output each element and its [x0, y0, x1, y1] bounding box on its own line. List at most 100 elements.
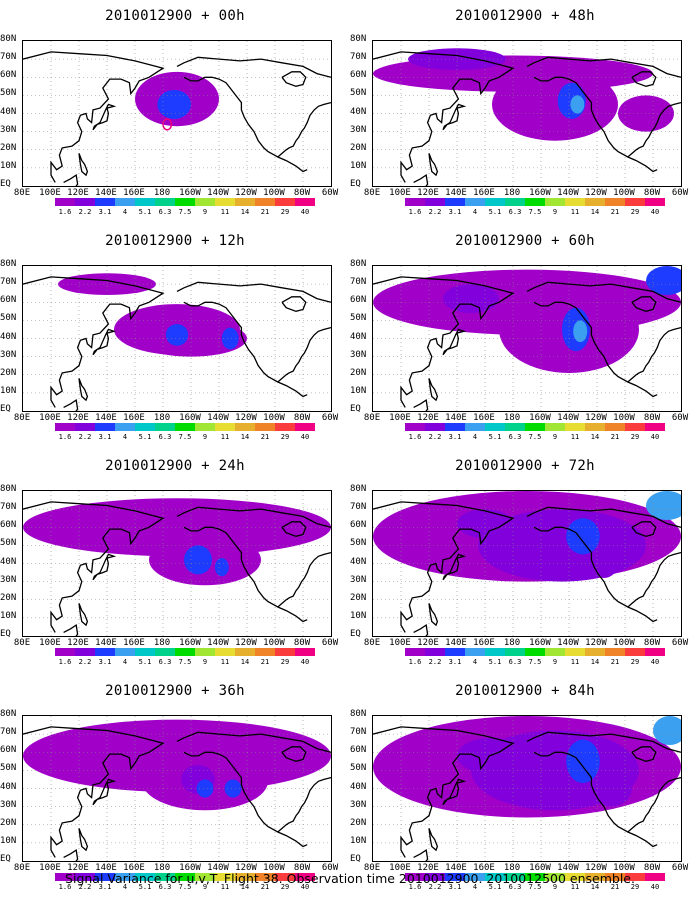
lon-label: 100E [39, 413, 61, 423]
coastline [526, 731, 681, 753]
colorbar-swatch [255, 198, 275, 206]
variance-shading [214, 558, 229, 577]
coastline [78, 153, 89, 177]
coastline [627, 156, 658, 173]
colorbar-label: 6.3 [158, 658, 172, 666]
lat-label: 40N [0, 331, 17, 342]
lon-label: 100W [263, 863, 285, 873]
lon-label: 100W [613, 863, 635, 873]
lon-label: 140W [207, 188, 229, 198]
coastline [428, 153, 439, 177]
lon-label: 120E [67, 638, 89, 648]
colorbar-swatch [485, 198, 505, 206]
lat-label: 80N [0, 709, 17, 719]
coastline [631, 746, 657, 762]
lat-label: 40N [0, 781, 17, 792]
lat-label: 80N [350, 484, 367, 494]
colorbar [405, 648, 665, 656]
colorbar-label: 3.1 [98, 433, 112, 441]
colorbar-label: 1.6 [58, 208, 72, 216]
colorbar-label: 40 [650, 658, 660, 666]
colorbar-label: 3.1 [448, 883, 462, 891]
colorbar-swatch [445, 873, 465, 881]
colorbar-swatch [645, 423, 665, 431]
colorbar-label: 11 [220, 658, 230, 666]
colorbar-swatch [155, 423, 175, 431]
lon-label: 100W [613, 638, 635, 648]
colorbar-label: 4 [122, 883, 128, 891]
colorbar-swatch [95, 198, 115, 206]
colorbar-swatch [175, 198, 195, 206]
colorbar-label: 11 [570, 433, 580, 441]
colorbar-label: 1.6 [408, 208, 422, 216]
colorbar-swatch [75, 423, 95, 431]
lon-label: 140W [207, 638, 229, 648]
colorbar-swatch [405, 198, 425, 206]
lon-label: 80W [643, 638, 661, 648]
colorbar-swatch [95, 648, 115, 656]
colorbar-swatch [405, 873, 425, 881]
lat-label: 20N [350, 367, 367, 378]
coastline [281, 521, 307, 537]
colorbar-swatch [135, 198, 155, 206]
map-panel: 2010012900 + 00h 80N 70N 60N 50N 40N 30N 20N 10N… [0, 0, 350, 225]
coastline [63, 173, 79, 186]
map-area [372, 40, 682, 187]
colorbar-swatch [195, 873, 215, 881]
colorbar-swatch [275, 648, 295, 656]
colorbar-label: 2.2 [428, 433, 442, 441]
coastline [442, 328, 467, 356]
map-svg [373, 716, 681, 861]
colorbar-label: 9 [202, 433, 208, 441]
lon-label: 160E [123, 413, 145, 423]
colorbar-label: 4 [472, 658, 478, 666]
colorbar-swatch [585, 198, 605, 206]
colorbar-swatch [195, 648, 215, 656]
colorbar-swatch [295, 873, 315, 881]
colorbar-swatch [95, 423, 115, 431]
colorbar-label: 5.1 [138, 883, 152, 891]
lat-label: 30N [350, 349, 367, 360]
coastline [277, 381, 308, 398]
colorbar-swatch [215, 198, 235, 206]
colorbar-label: 40 [300, 658, 310, 666]
colorbar-label: 11 [220, 883, 230, 891]
lat-label: 10N [0, 835, 17, 846]
map-svg [373, 491, 681, 636]
colorbar-swatch [275, 198, 295, 206]
lon-label: 160W [179, 413, 201, 423]
lon-label: 60W [671, 863, 689, 873]
colorbar-swatch [195, 198, 215, 206]
coastline [373, 276, 515, 408]
colorbar-swatch [55, 873, 75, 881]
map-area [372, 715, 682, 862]
lon-label: 160W [179, 188, 201, 198]
coastline [183, 301, 331, 383]
lon-label: 120W [585, 413, 607, 423]
lat-label: 50N [350, 88, 367, 99]
colorbar-swatch [175, 873, 195, 881]
colorbar-label: 5.1 [488, 208, 502, 216]
lat-label: 60N [0, 520, 17, 531]
colorbar-swatch [235, 648, 255, 656]
colorbar-label: 14 [590, 883, 600, 891]
coastline [627, 381, 658, 398]
colorbar-swatch [625, 423, 645, 431]
coastline [281, 71, 307, 87]
lat-label: 50N [350, 313, 367, 324]
colorbar-swatch [645, 198, 665, 206]
lon-label: 80W [293, 188, 311, 198]
colorbar-swatch [545, 423, 565, 431]
colorbar-label: 4 [472, 883, 478, 891]
lon-label: 100E [39, 863, 61, 873]
map-panel: 2010012900 + 12h 80N 70N 60N 50N 40N 30N 20N 10N… [0, 225, 350, 450]
map-svg [23, 491, 331, 636]
colorbar-label: 40 [650, 433, 660, 441]
colorbar-swatch [115, 423, 135, 431]
colorbar-label: 7.5 [178, 658, 192, 666]
colorbar-label: 9 [552, 658, 558, 666]
variance-shading [573, 320, 588, 343]
lat-label: 10N [0, 160, 17, 171]
coastline [533, 526, 681, 608]
colorbar-label: 1.6 [58, 433, 72, 441]
